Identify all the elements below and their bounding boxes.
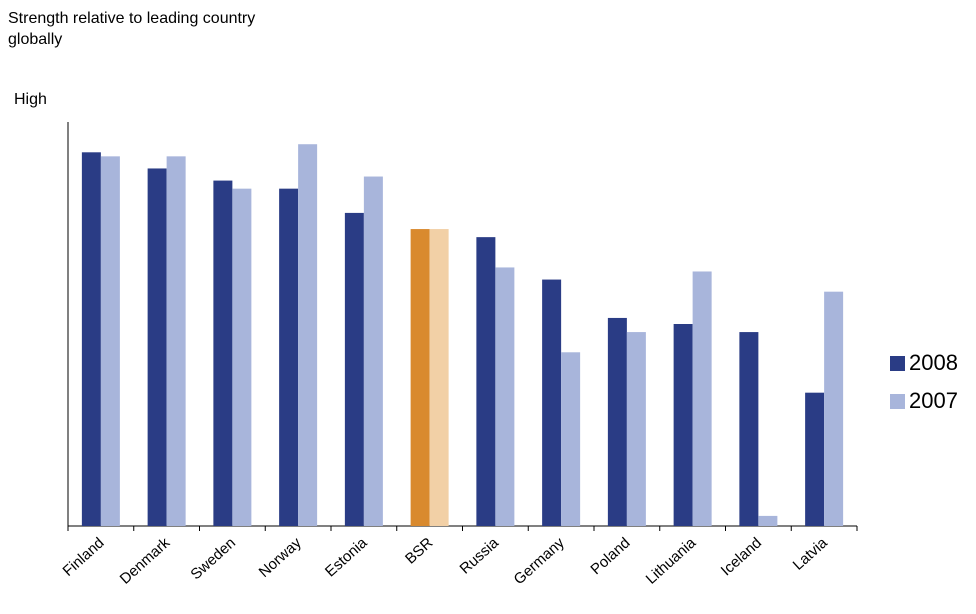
y-axis-high-label: High: [14, 91, 47, 108]
bar-russia-2007: [495, 267, 515, 526]
x-tick-label-latvia: Latvia: [790, 534, 832, 574]
bar-estonia-2007: [363, 176, 383, 527]
legend-item-2007: 2007: [890, 382, 958, 420]
legend-label-2008: 2008: [909, 350, 958, 375]
bar-denmark-2007: [166, 156, 186, 526]
bar-iceland-2008: [739, 332, 759, 526]
bar-sweden-2008: [213, 180, 233, 526]
x-tick-label-finland: Finland: [60, 534, 108, 580]
bar-denmark-2008: [147, 168, 167, 526]
x-tick-label-estonia: Estonia: [322, 534, 371, 581]
bar-estonia-2008: [344, 212, 364, 526]
bar-germany-2007: [561, 352, 581, 526]
x-tick-label-iceland: Iceland: [718, 534, 765, 579]
bar-norway-2007: [298, 144, 318, 526]
x-tick-label-germany: Germany: [511, 534, 569, 588]
bar-sweden-2007: [232, 188, 252, 526]
x-tick-label-lithuania: Lithuania: [643, 534, 700, 588]
legend-item-2008: 2008: [890, 344, 958, 382]
bar-lithuania-2007: [692, 271, 712, 526]
bar-bsr-2008: [410, 229, 430, 526]
bar-lithuania-2008: [673, 324, 693, 526]
x-tick-label-denmark: Denmark: [117, 534, 174, 588]
legend-swatch-2008: [890, 355, 905, 371]
x-tick-label-sweden: Sweden: [187, 534, 239, 583]
bar-latvia-2008: [805, 392, 825, 526]
bar-bsr-2007: [429, 229, 449, 526]
x-tick-label-norway: Norway: [256, 534, 306, 581]
x-tick-label-poland: Poland: [587, 534, 633, 578]
bar-iceland-2007: [758, 515, 778, 526]
x-tick-label-bsr: BSR: [402, 534, 436, 567]
legend-label-2007: 2007: [909, 388, 958, 413]
bar-norway-2008: [279, 188, 299, 526]
legend: 2008 2007: [890, 344, 958, 420]
bar-russia-2008: [476, 237, 496, 526]
bar-finland-2008: [81, 152, 101, 527]
bar-latvia-2007: [824, 291, 844, 526]
legend-swatch-2007: [890, 393, 905, 409]
y-axis-label: Strength relative to leading country glo…: [8, 10, 256, 48]
x-tick-label-russia: Russia: [457, 534, 503, 578]
bar-finland-2007: [100, 156, 120, 526]
bar-poland-2007: [626, 332, 646, 526]
bar-poland-2008: [607, 317, 627, 526]
bar-germany-2008: [542, 279, 562, 526]
